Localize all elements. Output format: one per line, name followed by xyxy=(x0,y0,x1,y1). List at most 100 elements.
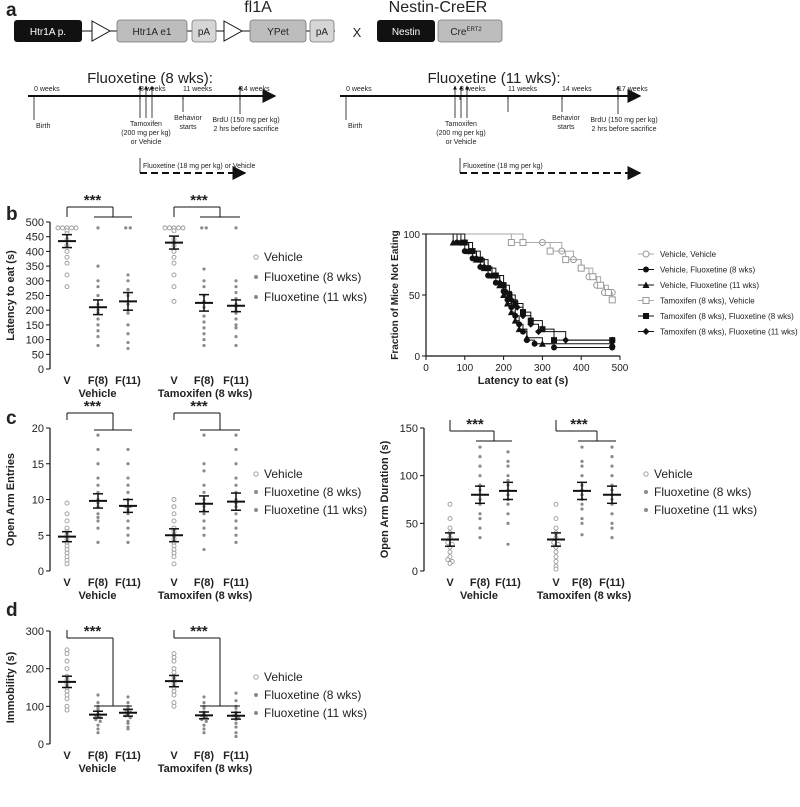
data-point xyxy=(126,476,130,480)
data-point xyxy=(171,703,177,709)
data-point xyxy=(128,226,132,230)
data-point xyxy=(234,533,238,537)
y-axis-label: Fraction of Mice Not Eating xyxy=(390,230,401,359)
significance-label: *** xyxy=(190,192,208,209)
series-marker xyxy=(465,247,473,255)
data-point xyxy=(126,526,130,530)
y-tick-label: 0 xyxy=(38,739,44,751)
y-tick-label: 200 xyxy=(26,305,44,317)
timeline-title: Fluoxetine (11 wks): xyxy=(427,70,560,87)
data-point xyxy=(445,557,451,563)
legend-label: Vehicle xyxy=(264,670,303,684)
legend-label: Tamoxifen (8 wks), Vehicle xyxy=(660,297,755,306)
category-label: F(11) xyxy=(223,375,249,387)
legend-label: Vehicle, Vehicle xyxy=(660,250,717,259)
y-tick-label: 100 xyxy=(400,471,418,483)
series-marker xyxy=(500,291,508,298)
data-point xyxy=(202,723,206,727)
y-tick-label: 450 xyxy=(26,232,44,244)
week-label: 8 weeks xyxy=(460,86,486,93)
data-point xyxy=(202,547,206,552)
data-point xyxy=(202,706,206,710)
data-point xyxy=(202,695,206,699)
data-point xyxy=(202,433,206,437)
series-marker xyxy=(562,336,570,344)
data-point xyxy=(580,502,584,506)
timeline-title: Fluoxetine (8 wks): xyxy=(87,70,213,87)
data-point xyxy=(234,691,238,695)
panel-a-timelines: Fluoxetine (8 wks): 0 weeks 8 weeks 11 week… xyxy=(28,70,658,180)
data-point xyxy=(96,317,100,321)
series-marker xyxy=(608,336,616,344)
data-point xyxy=(171,561,177,567)
data-point xyxy=(64,696,70,702)
data-point xyxy=(234,519,238,523)
data-point xyxy=(126,340,130,345)
data-point xyxy=(234,721,238,725)
data-point xyxy=(478,526,482,530)
data-point xyxy=(126,323,130,327)
data-point xyxy=(506,502,510,506)
data-point xyxy=(553,554,559,560)
series-marker xyxy=(551,344,558,351)
category-label: V xyxy=(552,577,560,589)
data-point xyxy=(200,226,204,230)
category-label: F(11) xyxy=(115,750,141,762)
behavior-label: Behavior xyxy=(552,115,580,122)
week-label: 11 weeks xyxy=(508,86,538,93)
data-point xyxy=(234,433,238,437)
data-point xyxy=(171,504,177,510)
series-marker xyxy=(608,296,616,304)
data-point xyxy=(234,447,238,452)
data-point xyxy=(580,464,584,468)
category-label: F(11) xyxy=(495,577,521,589)
y-tick-label: 150 xyxy=(26,320,44,332)
category-label: F(8) xyxy=(194,750,215,762)
data-point xyxy=(64,500,70,506)
x-tick-label: 100 xyxy=(456,363,473,374)
tamoxifen-label: or Vehicle xyxy=(446,139,477,146)
behavior-label: starts xyxy=(557,124,575,131)
data-point xyxy=(234,226,238,230)
data-point xyxy=(580,533,584,537)
data-point xyxy=(73,225,79,231)
series-marker xyxy=(546,247,554,255)
week-label: 0 weeks xyxy=(34,86,60,93)
data-point xyxy=(234,526,238,530)
data-point xyxy=(64,511,70,517)
series-marker xyxy=(589,273,597,281)
series-marker xyxy=(492,279,499,286)
data-point xyxy=(234,706,238,710)
legend-label: Vehicle, Fluoxetine (11 wks) xyxy=(660,281,759,290)
series-marker xyxy=(469,255,476,262)
pa-box-2 xyxy=(309,19,335,43)
brdu-label: BrdU (150 mg per kg) xyxy=(590,117,657,124)
ypet-label: YPet xyxy=(267,27,289,38)
behavior-label: Behavior xyxy=(174,115,202,122)
birth-label: Birth xyxy=(36,123,51,130)
x-tick-label: 300 xyxy=(534,363,551,374)
legend-c: Vehicle Fluoxetine (8 wks) Fluoxetine (11 … xyxy=(253,467,757,517)
data-point xyxy=(447,516,453,522)
data-point xyxy=(64,254,70,260)
data-point xyxy=(610,455,614,459)
panel-letter-a: a xyxy=(6,0,17,21)
tamoxifen-label: (200 mg per kg) xyxy=(121,130,170,137)
pa-box-1 xyxy=(191,19,217,43)
series-marker xyxy=(457,239,465,247)
tamoxifen-label: Tamoxifen xyxy=(130,121,162,128)
week-label: 14 weeks xyxy=(562,86,592,93)
data-point xyxy=(478,474,482,478)
data-point xyxy=(96,526,100,530)
data-point xyxy=(126,700,130,705)
chart-survival: 0 50 100 0 100 200 300 400 500 Latency to eat (s)… xyxy=(390,230,629,387)
legend-label: Vehicle xyxy=(654,467,693,481)
legend-marker xyxy=(643,471,649,477)
group-label: Tamoxifen (8 wks) xyxy=(158,590,253,602)
data-point xyxy=(610,521,614,525)
data-point xyxy=(126,490,130,494)
panel-letter-c: c xyxy=(6,408,17,429)
brdu-label: 2 hrs before sacrifice xyxy=(592,126,657,133)
data-point xyxy=(553,525,559,531)
data-point xyxy=(167,225,172,231)
